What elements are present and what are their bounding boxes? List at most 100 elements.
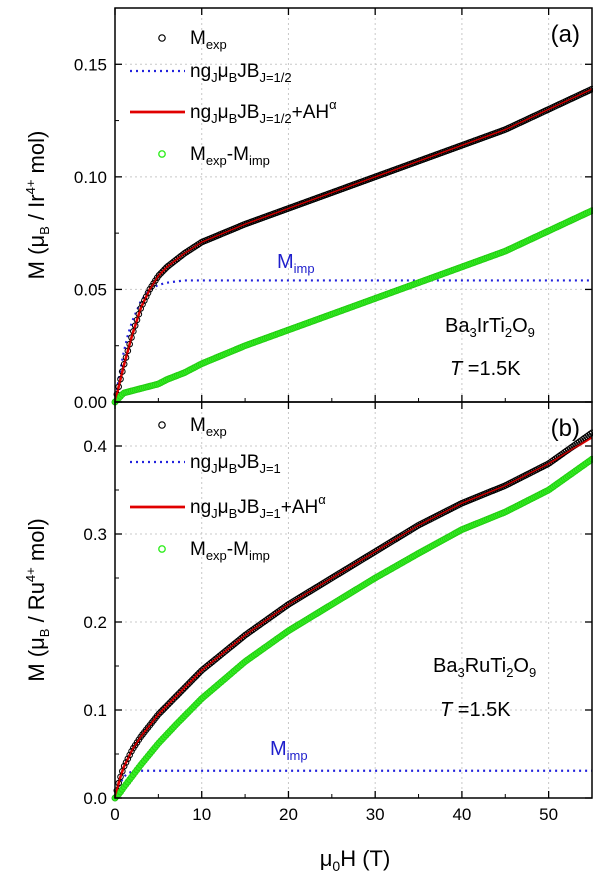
data-point-exp: [157, 270, 165, 277]
temperature-label: T =1.5K: [440, 699, 511, 721]
data-point-exp: [188, 676, 196, 684]
data-point-exp: [128, 747, 135, 755]
compound-label: Ba3RuTi2O9: [433, 655, 536, 680]
data-point-exp: [135, 310, 143, 318]
series-markers-diff: [111, 207, 593, 406]
y-axis-label: M (μB / Ir4+ mol): [23, 131, 52, 280]
data-point-exp: [142, 293, 150, 301]
panel-b: 0.0 0.1 0.2 0.3 0.4 0 10 20 30 40 50 M (μB / Ru4+ m…: [23, 401, 593, 824]
legend-entry: Mexp-Mimp: [190, 144, 270, 168]
data-point-exp: [139, 301, 146, 308]
legend-marker-diff: [158, 545, 166, 553]
legend-entry: Mexp: [190, 415, 227, 439]
data-point-exp: [168, 697, 176, 704]
data-point-exp: [159, 706, 166, 714]
y-tick-label: 0.00: [74, 393, 107, 412]
data-point-exp: [117, 773, 124, 781]
data-point-exp: [172, 693, 179, 701]
series-markers-exp: [111, 85, 593, 406]
x-tick-label: 30: [366, 805, 385, 824]
data-point-exp: [196, 669, 203, 677]
data-point-exp: [124, 755, 132, 763]
x-tick-label: 0: [110, 805, 119, 824]
data-point-exp: [153, 712, 161, 720]
plot-frame: [114, 7, 593, 403]
data-point-exp: [155, 710, 163, 718]
plot-frame: [114, 401, 593, 799]
legend-marker-diff: [158, 150, 166, 158]
data-point-exp: [161, 266, 168, 273]
data-point-exp: [137, 305, 144, 312]
y-tick-label: 0.15: [74, 55, 107, 74]
compound-label: Ba3IrTi2O9: [445, 315, 535, 340]
data-point-exp: [122, 354, 130, 361]
panel-a: 0.00 0.05 0.10 0.15 M (μB / Ir4+ mol) (a) Mexp…: [23, 7, 593, 412]
data-point-exp: [141, 297, 148, 304]
data-point-exp: [120, 762, 128, 770]
temperature-label: T =1.5K: [450, 358, 521, 380]
data-point-exp: [159, 268, 166, 275]
imp-label: Mimp: [277, 251, 315, 276]
data-point-exp: [124, 347, 132, 355]
legend-entry: Mexp: [190, 28, 227, 52]
data-point-exp: [128, 334, 135, 341]
series-line-bj: [113, 279, 592, 403]
legend-marker-exp: [158, 421, 166, 429]
legend-entry: ngJμBJBJ=1+AHα: [190, 492, 326, 521]
x-tick-label: 20: [279, 805, 298, 824]
series-markers-diff: [111, 455, 593, 802]
data-point-exp: [155, 271, 163, 279]
data-point-exp: [144, 289, 152, 297]
y-tick-label: 0.3: [83, 525, 107, 544]
data-point-exp: [122, 759, 130, 766]
x-tick-label: 40: [452, 805, 471, 824]
legend-entry: ngJμBJBJ=1/2+AHα: [190, 97, 337, 126]
y-tick-label: 0.4: [83, 437, 107, 456]
data-point-exp: [120, 360, 128, 368]
legend-entry: Mexp-Mimp: [190, 539, 270, 563]
data-point-exp: [164, 701, 172, 708]
data-point-exp: [157, 708, 165, 716]
data-point-exp: [163, 702, 170, 710]
data-point-exp: [190, 675, 198, 682]
data-point-exp: [126, 340, 133, 348]
imp-label: Mimp: [270, 738, 308, 763]
data-point-exp: [185, 680, 192, 688]
y-tick-label: 0.1: [83, 701, 107, 720]
series-line-fit: [113, 436, 593, 799]
data-point-exp: [131, 322, 139, 329]
legend-entry: ngJμBJBJ=1/2: [190, 61, 292, 85]
data-point-exp: [133, 316, 141, 324]
data-point-exp: [177, 688, 185, 695]
data-point-exp: [166, 699, 174, 706]
series-line-fit-overlay: [114, 88, 593, 403]
data-point-exp: [186, 678, 194, 686]
data-point-exp: [183, 682, 190, 690]
data-point-exp: [126, 751, 133, 759]
y-tick-label: 0.05: [74, 280, 107, 299]
data-point-exp: [194, 671, 201, 678]
data-point-exp: [161, 704, 168, 712]
data-point-exp: [175, 689, 183, 697]
series-line-bj: [113, 769, 592, 799]
data-point-exp: [181, 684, 189, 691]
data-point-exp: [170, 695, 178, 703]
x-axis-label: μ0H (T): [320, 846, 391, 874]
y-tick-label: 0.2: [83, 613, 107, 632]
y-tick-label: 0.10: [74, 168, 107, 187]
panel-label: (b): [551, 415, 580, 442]
series-line-fit-overlay: [114, 436, 593, 799]
y-tick-label: 0.0: [83, 789, 107, 808]
data-point-exp: [192, 673, 200, 680]
data-point-exp: [174, 691, 181, 699]
x-tick-label: 50: [539, 805, 558, 824]
y-axis-label: M (μB / Ru4+ mol): [23, 518, 52, 681]
legend-entry: ngJμBJBJ=1: [190, 452, 281, 476]
series-markers-exp: [111, 429, 593, 802]
x-tick-label: 10: [192, 805, 211, 824]
data-point-exp: [179, 686, 187, 693]
data-point-exp: [130, 328, 137, 335]
legend-marker-exp: [158, 34, 166, 42]
panel-label: (a): [551, 21, 580, 48]
